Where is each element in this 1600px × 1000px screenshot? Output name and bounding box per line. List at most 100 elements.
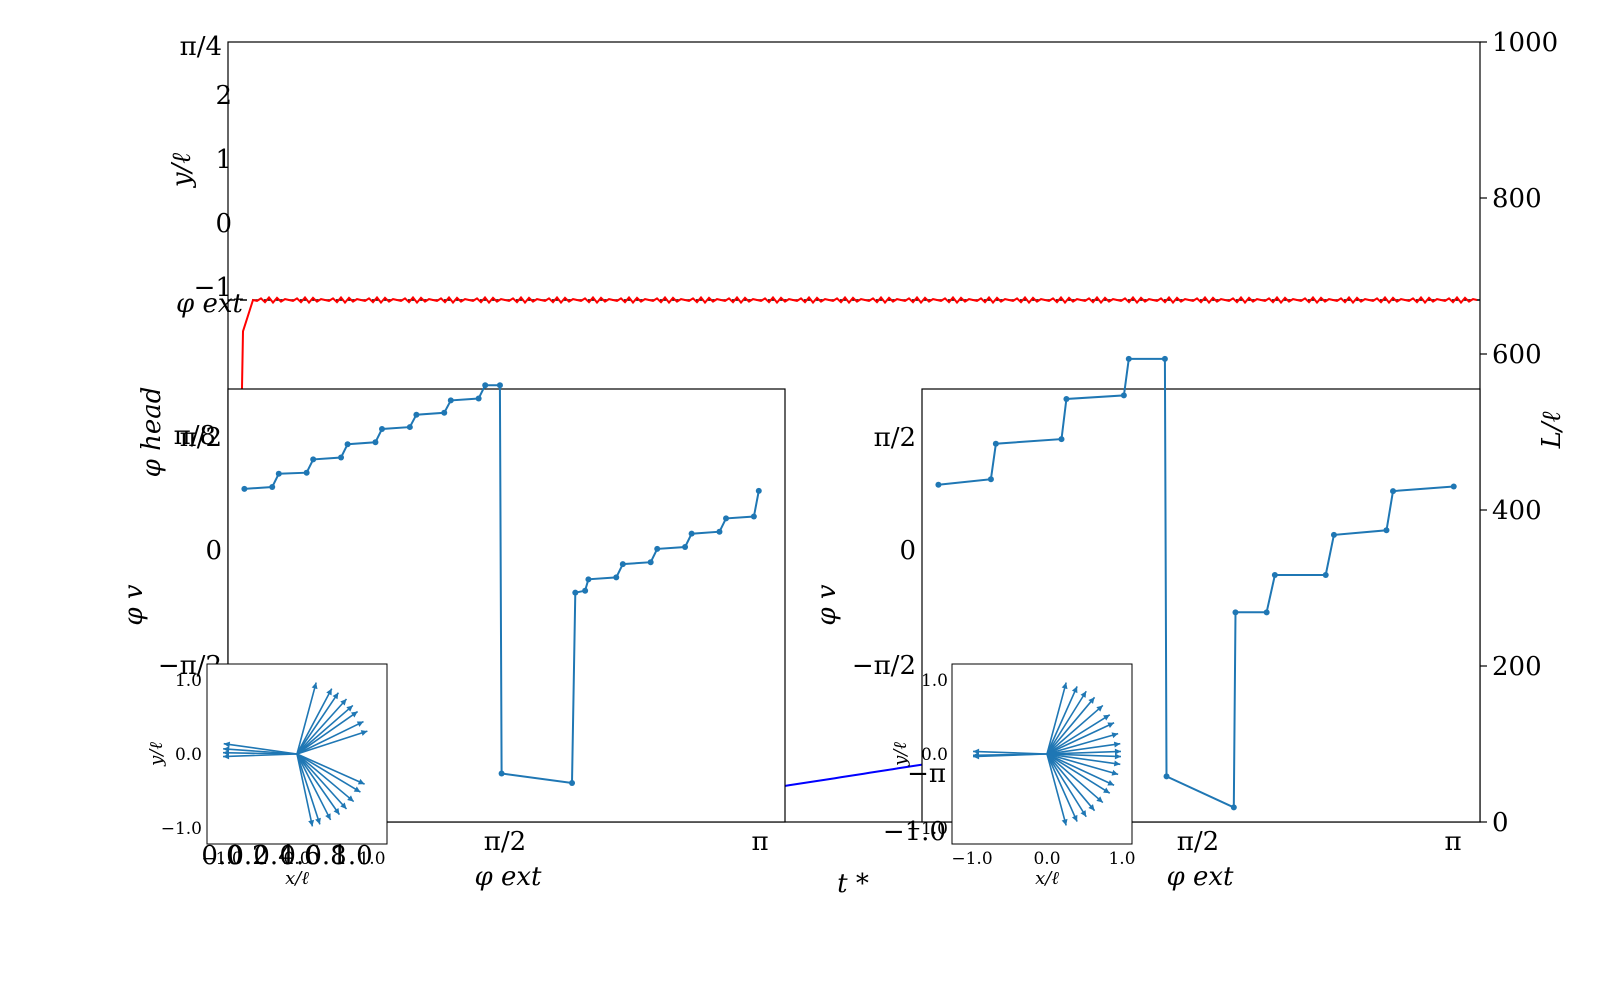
vector-arrow-13 xyxy=(296,720,364,755)
left-inset-xtick-0: π/2 xyxy=(484,827,526,857)
vector-arrow-10 xyxy=(296,753,361,793)
vector-arrowhead-21 xyxy=(1071,814,1078,822)
data-point xyxy=(613,574,620,581)
vector-inset-1-xlabel: x/ℓ xyxy=(285,868,309,889)
vector-arrowhead-5 xyxy=(1080,691,1087,698)
vector-arrow-8 xyxy=(296,753,348,810)
vector-arrowhead-16 xyxy=(340,699,347,706)
vector-arrowhead-4 xyxy=(308,819,315,827)
vector-arrowhead-15 xyxy=(346,705,353,712)
main-right-tick-label-2: 400 xyxy=(1492,496,1542,526)
vector-arrow-5 xyxy=(1046,690,1087,755)
vector-inset-1-xtick-2: 0.4 xyxy=(253,841,294,871)
vector-arrow-15 xyxy=(296,704,354,755)
vector-arrowhead-6 xyxy=(1088,697,1095,704)
vector-arrow-7 xyxy=(1046,704,1104,755)
vector-arrow-0 xyxy=(223,742,298,755)
phi-ext-marker-label: φ ext xyxy=(176,289,244,319)
data-point xyxy=(378,425,385,432)
vector-arrowhead-12 xyxy=(1114,748,1121,755)
main-right-axis: 0 200 400 600 800 1000 xyxy=(1480,28,1558,838)
vector-arrowhead-14 xyxy=(350,711,358,718)
right-inset-xtick-0: π/2 xyxy=(1177,827,1219,857)
vector-arrowhead-17 xyxy=(332,692,339,700)
data-point xyxy=(310,456,317,463)
vector-inset-2-ytick-overlap-0: −π xyxy=(907,759,946,789)
vector-arrow-6 xyxy=(1046,696,1096,755)
vector-arrowhead-10 xyxy=(1111,732,1119,739)
vector-inset-1-xtick-3: 0.6 xyxy=(279,841,320,871)
main-right-tick-label-4: 800 xyxy=(1492,184,1542,214)
data-point xyxy=(935,481,942,488)
right-inset-series xyxy=(938,357,1454,809)
vector-inset-1-ylabel: y/ℓ xyxy=(146,742,167,767)
data-point xyxy=(1058,436,1065,443)
data-point xyxy=(572,589,579,596)
vector-arrowhead-18 xyxy=(1096,796,1103,803)
vector-arrowhead-3 xyxy=(1061,682,1068,690)
data-point xyxy=(441,409,448,416)
data-point xyxy=(498,770,505,777)
vector-arrowhead-5 xyxy=(315,817,321,825)
vector-inset-1-arrows xyxy=(222,682,368,827)
vector-arrow-9 xyxy=(1046,722,1115,755)
data-point xyxy=(303,469,310,476)
vector-inset-2-xtick-2: 1.0 xyxy=(1108,849,1135,869)
vector-arrow-18 xyxy=(1046,753,1104,804)
data-point xyxy=(723,515,730,522)
vector-inset-2-ylabel: y/ℓ xyxy=(890,742,911,767)
data-point xyxy=(269,484,276,491)
data-point xyxy=(1120,392,1127,399)
data-point xyxy=(1271,571,1278,578)
data-point xyxy=(569,779,576,786)
main-left-tick-label-0: π/4 xyxy=(180,32,222,62)
vector-inset-1-ytick-0: 1.0 xyxy=(175,671,202,691)
data-point xyxy=(647,559,654,566)
vector-arrowhead-19 xyxy=(311,682,318,690)
vector-arrowhead-18 xyxy=(326,688,332,696)
vector-arrow-16 xyxy=(1046,753,1115,786)
vector-arrowhead-17 xyxy=(1103,787,1110,794)
data-point xyxy=(1263,609,1270,616)
data-point xyxy=(682,543,689,550)
vector-inset-2-xlabel: x/ℓ xyxy=(1035,868,1059,889)
right-inset-ytick-0: π/2 xyxy=(874,423,916,453)
data-point xyxy=(1383,527,1390,534)
data-point xyxy=(1063,396,1070,403)
data-point xyxy=(447,397,454,404)
vector-arrow-21 xyxy=(1046,753,1078,822)
main-ylabel-right: L/ℓ xyxy=(1537,411,1567,449)
vector-arrow-12 xyxy=(1046,750,1121,755)
data-point xyxy=(992,440,999,447)
main-left-tick-label-mid: π/8 xyxy=(174,421,216,451)
vector-arrowhead-7 xyxy=(1096,705,1103,712)
vector-arrow-7 xyxy=(296,753,341,816)
vector-arrow-10 xyxy=(1046,732,1119,755)
data-point xyxy=(987,476,994,483)
data-point xyxy=(1232,609,1239,616)
right-inset-xlabel: φ ext xyxy=(1167,862,1235,892)
vector-arrow-15 xyxy=(1046,753,1119,776)
vector-arrow-22 xyxy=(1046,753,1067,826)
vector-arrow-3 xyxy=(1046,682,1067,755)
vector-arrow-8 xyxy=(1046,714,1111,755)
data-point xyxy=(755,487,762,494)
vector-arrowhead-11 xyxy=(357,778,365,785)
vector-arrow-13 xyxy=(1046,753,1121,758)
data-point xyxy=(1330,531,1337,538)
vector-arrow-17 xyxy=(1046,753,1111,794)
vector-arrow-6 xyxy=(296,753,332,821)
vector-arrowhead-13 xyxy=(356,721,364,727)
main-plot: π/4 2 1 0 −1 π/8 y/ℓ φ head φ ext 0 200 40… xyxy=(137,28,1567,899)
data-point xyxy=(582,587,589,594)
data-point xyxy=(1390,488,1397,495)
right-inset-markers xyxy=(935,355,1457,811)
main-right-tick-label-3: 600 xyxy=(1492,340,1542,370)
series-red-line xyxy=(228,295,1478,823)
vector-arrowhead-14 xyxy=(1113,760,1121,767)
left-inset-ytick-1: 0 xyxy=(205,536,222,566)
vector-arrowhead-10 xyxy=(353,786,361,793)
vector-arrowhead-9 xyxy=(1107,722,1115,728)
vector-arrow-19 xyxy=(296,682,317,755)
vector-inset-2-ytick-2: −1.0 xyxy=(907,819,948,839)
